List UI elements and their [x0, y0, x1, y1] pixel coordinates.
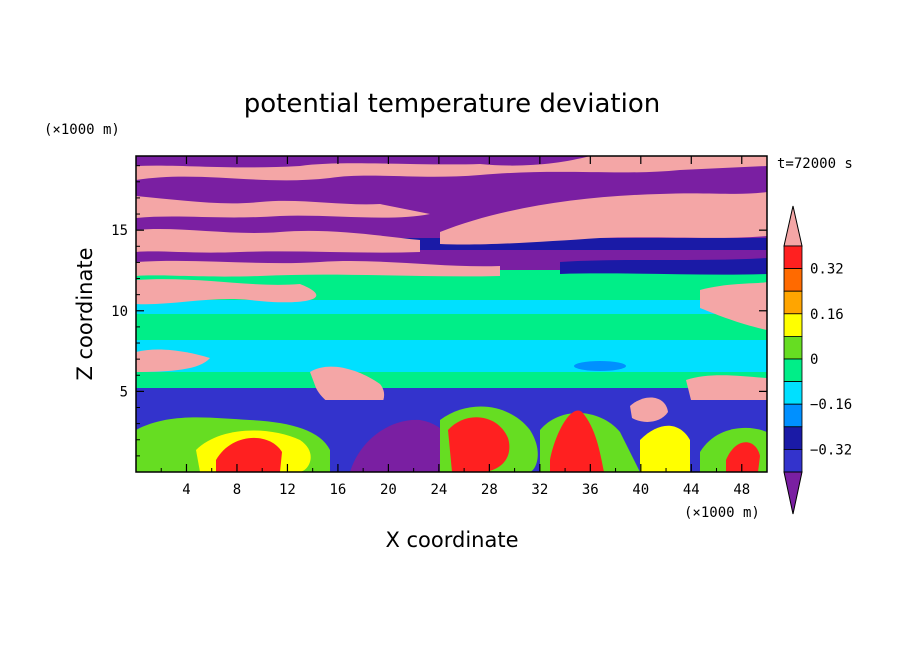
x-tick-label: 20: [380, 482, 397, 498]
x-tick-label: 4: [182, 482, 190, 498]
x-tick-label: 8: [233, 482, 241, 498]
colorbar-extend-max: [783, 205, 803, 247]
colorbar-extend-min: [783, 471, 803, 515]
field-streak-pink-1: [136, 156, 767, 181]
x-tick-label: 48: [733, 482, 750, 498]
time-label: t=72000 s: [777, 156, 853, 172]
field-streak-pink-5: [136, 260, 500, 277]
colorbar-tick-label: 0.32: [810, 262, 844, 278]
field-streak-navy: [560, 258, 767, 275]
field-band-mid-cyan-1: [136, 300, 767, 314]
x-axis-title: X coordinate: [385, 528, 518, 552]
field-blob-blue: [574, 361, 626, 371]
x-tick-label: 40: [632, 482, 649, 498]
field-lower-red-1: [216, 437, 282, 472]
colorbar: −0.32 −0.16 0 0.16 0.32: [783, 205, 852, 515]
colorbar-segment: [783, 290, 803, 315]
x-tick-label: 44: [683, 482, 700, 498]
field-lower-red-4: [726, 442, 760, 472]
colorbar-segment: [783, 403, 803, 428]
field-streak-pink-2: [136, 196, 430, 218]
x-tick-label: 16: [329, 482, 346, 498]
colorbar-tick-label: 0.16: [810, 307, 844, 323]
y-axis-title: Z coordinate: [73, 247, 97, 380]
field-streak-pink-3: [440, 192, 767, 245]
colorbar-tick-label: −0.32: [810, 442, 852, 458]
y-tick-label: 10: [111, 304, 128, 320]
colorbar-segment: [783, 335, 803, 360]
colorbar-segment: [783, 245, 803, 270]
x-tick-label: 28: [481, 482, 498, 498]
y-tick-label: 15: [111, 223, 128, 239]
colorbar-tick-label: −0.16: [810, 397, 852, 413]
field-band-lower-blue: [136, 388, 767, 400]
plot-frame: [135, 155, 768, 473]
colorbar-tick-label: 0: [810, 352, 818, 368]
colorbar-segment: [783, 358, 803, 383]
field-lower-red-2: [448, 417, 510, 472]
y-tick-label: 5: [120, 384, 128, 400]
field-streak-pink-7: [700, 282, 767, 330]
x-tick-label: 36: [582, 482, 599, 498]
field-lower-purple: [350, 419, 466, 472]
x-tick-label: 32: [531, 482, 548, 498]
field-streak-pink-4: [136, 229, 420, 253]
colorbar-segment: [783, 448, 803, 473]
field-blob-pink-lower: [630, 397, 668, 422]
field-streak-pink-6: [136, 279, 317, 305]
field-band-mid-green-2: [136, 372, 767, 386]
x-tick-label: 12: [279, 482, 296, 498]
x-unit-label: (×1000 m): [684, 505, 760, 521]
field-band-mid-cyan-2: [136, 340, 767, 372]
x-tick-label: 24: [430, 482, 447, 498]
y-unit-label: (×1000 m): [44, 122, 120, 138]
colorbar-segment: [783, 313, 803, 337]
colorbar-segment: [783, 381, 803, 405]
field-lower-red-3: [550, 410, 604, 472]
heatmap-field: [136, 156, 767, 472]
field-lower-yellow-2: [640, 425, 690, 472]
field-blob-pink-left: [136, 349, 210, 372]
colorbar-segment: [783, 268, 803, 292]
colorbar-segment: [783, 426, 803, 450]
chart-title: potential temperature deviation: [244, 89, 660, 119]
